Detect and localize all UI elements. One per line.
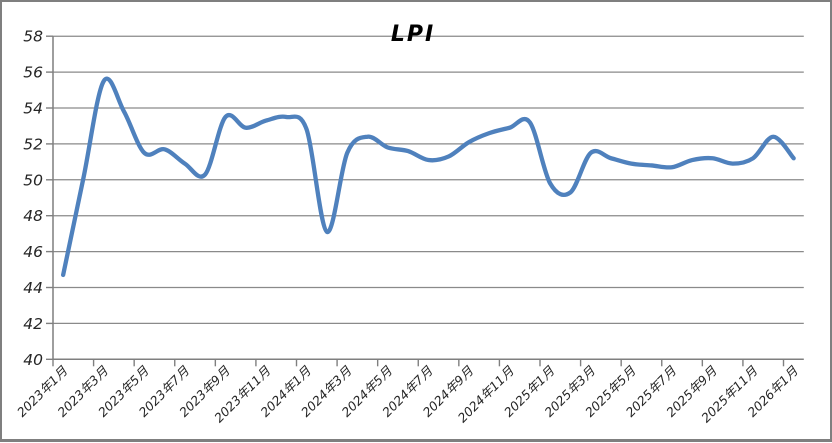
y-tick-label: 46 (23, 243, 43, 261)
y-tick-label: 40 (23, 351, 43, 369)
y-tick-label: 54 (23, 100, 43, 118)
y-tick-label: 56 (23, 64, 43, 82)
y-tick-label: 42 (23, 315, 43, 333)
y-tick-label: 50 (23, 171, 43, 189)
y-tick-label: 52 (23, 135, 43, 153)
y-tick-label: 48 (23, 207, 43, 225)
chart-title: LPI (391, 22, 435, 47)
y-tick-label: 58 (23, 28, 43, 46)
y-tick-label: 44 (23, 279, 43, 297)
chart-line-lpi (61, 76, 796, 278)
